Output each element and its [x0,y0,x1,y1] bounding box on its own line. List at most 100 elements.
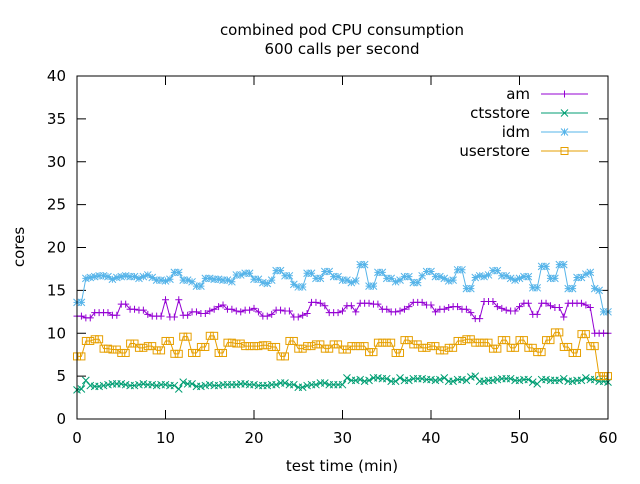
data-point-ctsstore [365,376,373,385]
data-point-ctsstore [471,372,480,380]
data-point-userstore [515,336,524,345]
data-point-idm [99,271,108,280]
data-point-userstore [528,343,537,352]
data-point-userstore [227,338,236,347]
data-point-idm [391,277,400,286]
data-point-am [462,305,470,313]
series-userstore [73,328,612,381]
data-point-am [498,304,506,312]
data-point-idm [382,274,391,283]
data-point-am [312,298,320,306]
data-point-am [86,314,94,322]
data-point-am [454,303,462,311]
data-point-am [440,305,448,313]
data-point-userstore [90,335,99,344]
data-point-am [263,312,271,320]
data-point-userstore [599,372,608,381]
data-point-idm [582,270,590,278]
data-point-userstore [99,344,108,353]
legend-marker-idm [560,128,569,136]
data-point-am [246,306,254,314]
x-tick-label: 0 [72,429,82,447]
data-point-am [374,300,382,308]
data-point-userstore [276,352,285,361]
data-point-userstore [404,336,413,345]
data-point-idm [272,266,280,275]
data-point-ctsstore [590,375,599,384]
data-point-userstore [232,339,241,348]
data-point-ctsstore [555,376,564,385]
data-point-userstore [546,336,555,345]
data-point-idm [418,271,427,280]
data-point-ctsstore [174,385,183,393]
data-point-userstore [134,343,143,352]
data-point-idm [143,271,152,279]
x-tick-label: 50 [510,429,529,447]
series-group [73,260,612,394]
data-point-userstore [542,336,551,345]
x-tick-label: 10 [156,429,175,447]
data-point-idm [528,283,537,292]
data-point-am [400,305,408,313]
data-point-userstore [183,332,192,341]
data-point-userstore [316,340,325,349]
data-point-ctsstore [462,376,471,385]
data-point-idm [152,276,161,284]
data-point-userstore [298,344,307,353]
data-point-ctsstore [582,373,590,382]
data-point-userstore [457,336,466,345]
data-point-userstore [285,336,294,345]
data-point-am [170,313,178,321]
data-point-idm [298,283,307,291]
data-point-idm [568,284,577,293]
data-point-userstore [334,340,343,349]
data-point-userstore [360,342,369,351]
data-point-idm [254,275,263,284]
data-point-am [113,311,121,319]
data-point-userstore [143,342,152,351]
data-point-idm [263,279,272,288]
data-point-idm [537,262,546,271]
data-point-userstore [400,336,409,345]
legend-label-userstore: userstore [459,142,530,160]
data-point-userstore [236,339,245,348]
data-point-am [339,307,346,315]
data-point-am [352,308,360,316]
data-point-userstore [121,348,130,357]
data-point-idm [338,276,347,284]
legend-marker-am [561,90,568,98]
data-point-userstore [214,348,223,357]
data-point-idm [387,274,396,283]
data-point-am [427,301,435,309]
data-point-ctsstore [272,380,280,389]
data-point-am [418,298,426,306]
data-point-userstore [427,342,435,351]
data-point-am [493,303,501,311]
data-point-idm [564,284,573,293]
data-point-userstore [488,344,497,353]
data-point-userstore [161,336,170,345]
data-point-idm [466,284,475,293]
data-point-userstore [497,336,506,345]
data-point-userstore [241,342,250,351]
legend-label-ctsstore: ctsstore [470,104,530,122]
data-point-ctsstore [559,374,568,383]
data-point-userstore [170,349,179,358]
plot-frame [76,75,609,420]
data-point-idm [90,272,99,281]
data-point-am [104,309,112,317]
data-point-idm [427,267,435,276]
data-point-ctsstore [440,373,449,382]
data-point-am [219,301,227,309]
data-point-idm [148,273,157,282]
data-point-ctsstore [391,377,400,386]
data-point-userstore [148,342,157,351]
data-point-ctsstore [396,373,404,382]
data-point-userstore [573,348,582,357]
data-point-am [131,305,139,313]
data-point-idm [458,265,466,274]
data-point-am [254,308,262,316]
y-tick-label: 25 [47,196,66,214]
data-point-idm [413,278,422,287]
data-point-userstore [559,342,568,351]
